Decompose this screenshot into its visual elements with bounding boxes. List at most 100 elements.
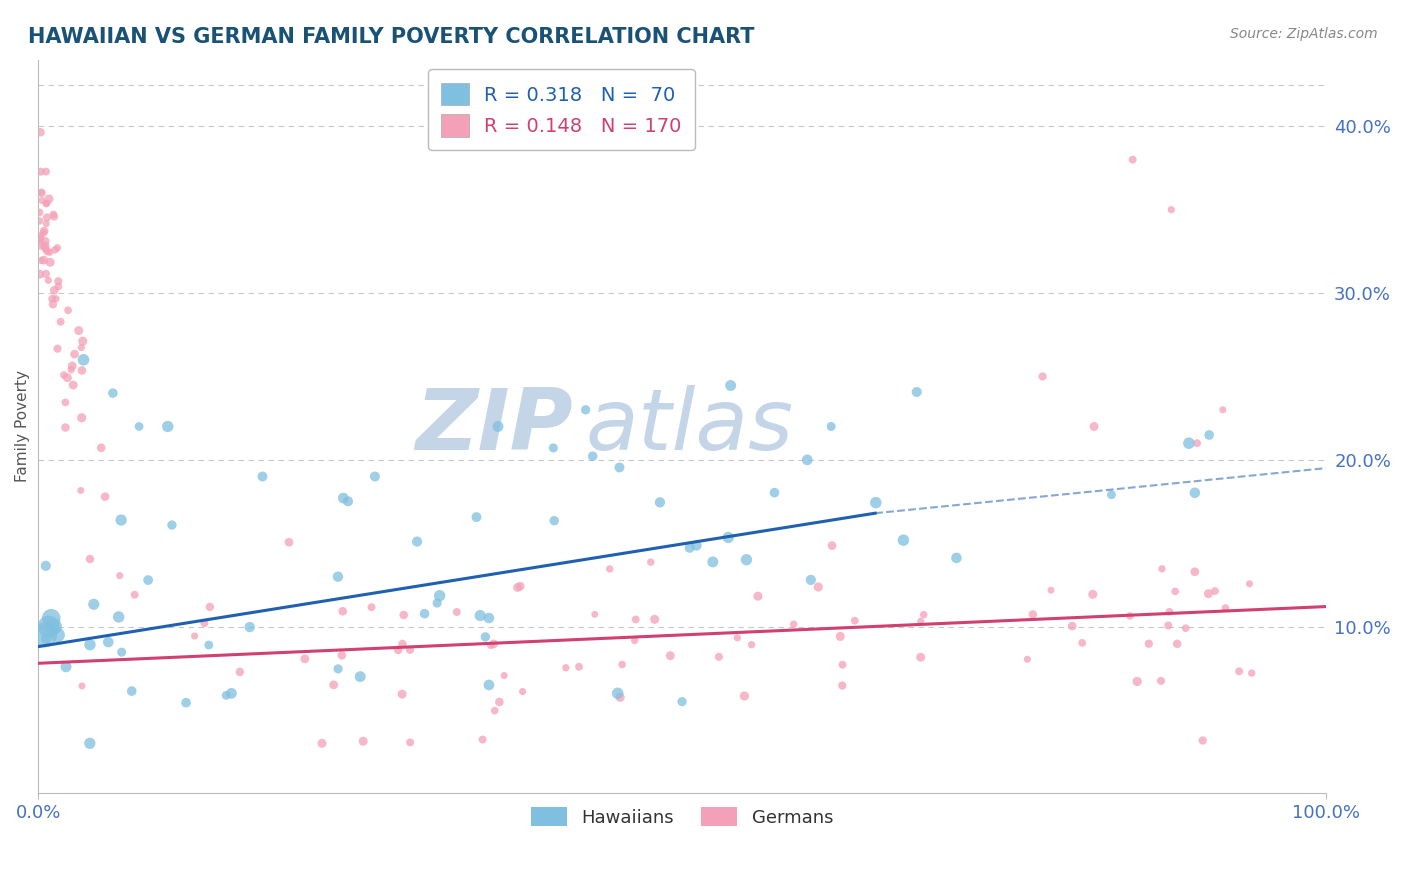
Point [575, 402, 598, 417]
Point [193, 616, 215, 631]
Point [311, 736, 333, 750]
Point [910, 650, 932, 665]
Point [44, 243, 66, 257]
Point [865, 495, 887, 509]
Text: HAWAIIAN VS GERMAN FAMILY POVERTY CORRELATION CHART: HAWAIIAN VS GERMAN FAMILY POVERTY CORREL… [28, 27, 755, 46]
Point [37, 273, 59, 287]
Point [42, 207, 65, 221]
Point [685, 538, 707, 552]
Point [1122, 153, 1144, 167]
Point [1184, 565, 1206, 579]
Point [1150, 562, 1173, 576]
Point [1239, 576, 1261, 591]
Point [221, 686, 243, 700]
Point [94, 490, 117, 504]
Point [49, 315, 72, 329]
Point [512, 684, 534, 698]
Point [34, 242, 56, 256]
Point [479, 639, 502, 653]
Point [35, 196, 58, 211]
Point [1040, 583, 1063, 598]
Point [332, 604, 354, 618]
Point [494, 668, 516, 682]
Point [34, 239, 56, 253]
Point [796, 453, 818, 467]
Text: ZIP: ZIP [415, 385, 572, 468]
Point [543, 514, 565, 528]
Point [1137, 637, 1160, 651]
Point [79, 638, 101, 652]
Point [624, 612, 647, 626]
Point [413, 607, 436, 621]
Point [252, 469, 274, 483]
Point [108, 568, 131, 582]
Point [198, 599, 221, 614]
Point [35, 196, 58, 211]
Point [278, 535, 301, 549]
Point [1184, 485, 1206, 500]
Point [720, 378, 742, 392]
Point [1017, 652, 1039, 666]
Point [60, 359, 83, 373]
Point [1191, 733, 1213, 747]
Point [612, 657, 634, 672]
Point [387, 643, 409, 657]
Point [583, 607, 606, 622]
Point [45, 292, 67, 306]
Point [97, 635, 120, 649]
Point [623, 633, 645, 648]
Point [648, 495, 671, 509]
Point [609, 460, 631, 475]
Point [160, 518, 183, 533]
Point [52, 368, 75, 382]
Point [543, 441, 565, 455]
Point [39, 611, 62, 625]
Point [831, 679, 853, 693]
Y-axis label: Family Poverty: Family Poverty [15, 370, 30, 483]
Point [831, 657, 853, 672]
Point [478, 611, 501, 625]
Point [1159, 605, 1181, 619]
Point [426, 596, 449, 610]
Point [101, 386, 124, 401]
Point [174, 696, 197, 710]
Point [35, 632, 58, 646]
Point [406, 534, 429, 549]
Point [478, 678, 501, 692]
Point [1174, 621, 1197, 635]
Point [725, 631, 748, 645]
Point [42, 210, 65, 224]
Point [229, 665, 252, 679]
Point [39, 255, 62, 269]
Point [821, 539, 844, 553]
Point [83, 597, 105, 611]
Point [63, 347, 86, 361]
Point [79, 552, 101, 566]
Point [136, 573, 159, 587]
Point [38, 245, 60, 260]
Point [1197, 587, 1219, 601]
Point [32, 226, 55, 240]
Text: Source: ZipAtlas.com: Source: ZipAtlas.com [1230, 27, 1378, 41]
Point [446, 605, 468, 619]
Point [609, 690, 631, 705]
Point [56, 303, 79, 318]
Point [70, 341, 93, 355]
Point [326, 662, 349, 676]
Point [30, 185, 52, 199]
Point [42, 619, 65, 633]
Point [30, 253, 52, 268]
Point [392, 607, 415, 622]
Point [912, 607, 935, 622]
Point [46, 241, 69, 255]
Point [48, 279, 70, 293]
Point [893, 533, 915, 548]
Point [945, 550, 967, 565]
Point [30, 164, 52, 178]
Point [70, 410, 93, 425]
Point [197, 638, 219, 652]
Point [471, 732, 494, 747]
Point [28, 205, 51, 219]
Point [640, 555, 662, 569]
Point [294, 652, 316, 666]
